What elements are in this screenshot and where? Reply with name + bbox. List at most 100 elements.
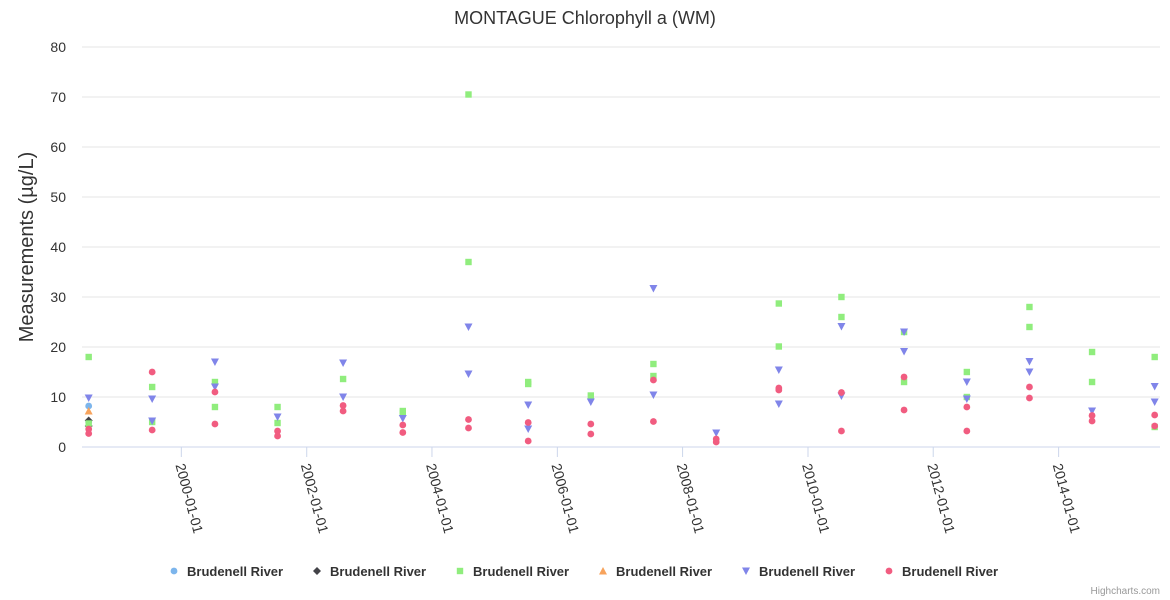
legend-item[interactable]: Brudenell River <box>885 564 998 579</box>
y-axis-ticks: 0 10 20 30 40 50 60 70 80 <box>50 39 66 455</box>
y-tick-label: 30 <box>50 289 66 305</box>
data-point <box>1151 411 1159 419</box>
data-point <box>1150 383 1159 391</box>
data-point <box>1088 378 1096 386</box>
y-tick-label: 70 <box>50 89 66 105</box>
y-tick-label: 10 <box>50 389 66 405</box>
data-point <box>900 373 908 381</box>
data-point <box>774 366 783 374</box>
data-point <box>274 427 281 435</box>
data-point <box>399 421 407 429</box>
legend-marker-icon <box>885 567 893 575</box>
data-point <box>650 418 657 425</box>
x-tick-label: 2006-01-01 <box>548 462 582 536</box>
data-point <box>775 386 783 394</box>
x-tick-label: 2014-01-01 <box>1050 462 1084 536</box>
credits-link[interactable]: Highcharts.com <box>1091 586 1160 597</box>
data-point <box>838 389 845 396</box>
legend: Brudenell River Brudenell River Brudenell … <box>170 564 998 579</box>
data-point <box>465 258 472 266</box>
data-point <box>1025 358 1034 366</box>
data-point <box>339 407 347 415</box>
legend-item[interactable]: Brudenell River <box>742 564 855 579</box>
legend-marker-icon <box>599 567 607 575</box>
legend-label: Brudenell River <box>616 564 712 579</box>
data-point <box>587 430 595 438</box>
data-point <box>85 420 92 427</box>
legend-label: Brudenell River <box>330 564 426 579</box>
data-point <box>524 401 533 409</box>
data-point <box>339 359 348 367</box>
data-point <box>1088 348 1096 356</box>
data-point <box>649 391 658 399</box>
legend-label: Brudenell River <box>473 564 569 579</box>
data-point <box>1088 407 1097 415</box>
data-point <box>650 360 657 368</box>
data-point <box>464 323 473 331</box>
data-point <box>1088 412 1096 419</box>
data-point <box>1151 353 1158 361</box>
x-tick-label: 2004-01-01 <box>423 462 457 536</box>
legend-item[interactable]: Brudenell River <box>599 564 712 579</box>
chart-title: MONTAGUE Chlorophyll a (WM) <box>454 8 716 28</box>
legend-item[interactable]: Brudenell River <box>170 564 283 579</box>
data-point <box>837 323 846 331</box>
data-point <box>211 403 219 411</box>
data-point <box>1150 398 1159 406</box>
data-point <box>524 380 532 388</box>
data-point <box>1026 383 1033 391</box>
data-point <box>900 406 908 414</box>
x-tick-label: 2010-01-01 <box>799 462 833 536</box>
data-point <box>587 420 595 428</box>
data-point <box>838 313 845 321</box>
data-point <box>274 419 281 427</box>
data-point <box>148 383 156 391</box>
data-point <box>1026 323 1033 331</box>
data-point <box>85 353 92 361</box>
data-point <box>524 437 532 445</box>
data-point <box>274 432 281 440</box>
data-point <box>1151 422 1159 430</box>
data-point <box>962 378 971 386</box>
data-points <box>84 91 1159 446</box>
data-point <box>210 383 219 391</box>
y-tick-label: 60 <box>50 139 66 155</box>
y-tick-label: 40 <box>50 239 66 255</box>
data-point <box>524 419 532 426</box>
data-point <box>963 427 971 435</box>
data-point <box>712 438 720 446</box>
y-tick-label: 80 <box>50 39 66 55</box>
data-point <box>399 429 407 436</box>
series-5 <box>84 285 1159 437</box>
data-point <box>650 372 657 380</box>
data-point <box>524 425 533 433</box>
data-point <box>339 375 347 383</box>
data-point <box>148 417 157 425</box>
data-point <box>963 368 971 376</box>
data-point <box>465 91 472 98</box>
legend-label: Brudenell River <box>187 564 283 579</box>
legend-item[interactable]: Brudenell River <box>313 564 426 579</box>
legend-item[interactable]: Brudenell River <box>456 564 569 579</box>
data-point <box>650 376 657 384</box>
data-point <box>586 398 595 406</box>
data-point <box>1025 368 1034 376</box>
legend-marker-icon <box>170 567 178 575</box>
data-point <box>775 300 783 307</box>
data-point <box>838 427 845 435</box>
data-point <box>963 403 971 411</box>
x-tick-label: 2012-01-01 <box>924 462 958 536</box>
series-3 <box>85 91 1158 431</box>
data-point <box>398 415 407 423</box>
data-point <box>587 392 595 399</box>
data-point <box>900 378 908 386</box>
series-4 <box>84 407 93 415</box>
data-point <box>274 403 281 411</box>
data-point <box>85 402 93 410</box>
data-point <box>962 395 971 403</box>
y-axis-label: Measurements (µg/L) <box>16 152 38 342</box>
data-point <box>210 358 219 366</box>
y-tick-label: 20 <box>50 339 66 355</box>
data-point <box>339 393 348 401</box>
